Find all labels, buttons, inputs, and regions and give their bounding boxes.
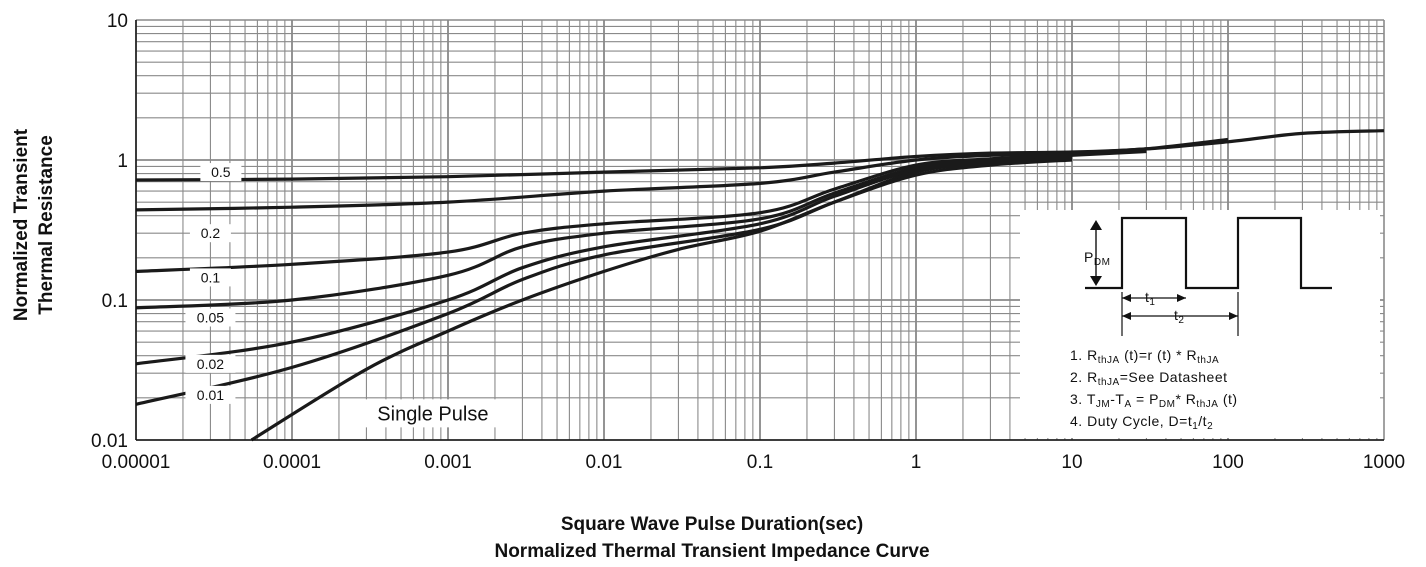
inset-note-text: R xyxy=(1087,347,1098,363)
inset-note-text: R xyxy=(1087,369,1098,385)
inset-note-number: 3. xyxy=(1070,391,1087,407)
inset-note-text: = P xyxy=(1132,391,1159,407)
inset-note-number: 1. xyxy=(1070,347,1087,363)
series-label: 0.2 xyxy=(201,225,221,241)
inset-note-text: * R xyxy=(1175,391,1196,407)
pulse-diagram xyxy=(1085,216,1332,336)
inset-note: 2. RthJA=See Datasheet xyxy=(1070,369,1228,388)
x-tick-label: 0.001 xyxy=(424,452,472,473)
inset-note-text: (t) xyxy=(1218,391,1237,407)
inset-note-subscript: JM xyxy=(1096,399,1110,410)
y-tick-label: 10 xyxy=(107,11,128,32)
t1-label: t1 xyxy=(1145,289,1155,308)
t1-arrow-right xyxy=(1177,294,1186,302)
series-label-bg xyxy=(200,163,242,182)
curve-0.01 xyxy=(135,156,1073,406)
x-tick-label: 10 xyxy=(1061,452,1082,473)
series-label-bg xyxy=(362,399,503,428)
y-tick-label: 0.01 xyxy=(91,431,128,452)
y-tick-label: 0.1 xyxy=(102,291,128,312)
curves xyxy=(135,129,1385,442)
x-tick-label: 0.0001 xyxy=(263,452,321,473)
inset-note-subscript: DM xyxy=(1159,399,1176,410)
inset-note-text: (t)=r (t) * R xyxy=(1120,347,1197,363)
series-label-bg xyxy=(185,385,236,404)
curve-0.05 xyxy=(135,149,1147,310)
tick-labels: 0.00001 0.0001 0.001 0.01 0.1 1 10 100 10000.010… xyxy=(91,11,1405,473)
y-axis-title-line1: Normalized Transient xyxy=(11,128,32,321)
series-label-bg xyxy=(189,268,231,287)
series-label-bg xyxy=(185,308,236,327)
series-labels: 0.5 0.2 0.1 0.05 0.02 0.01 Single Pulse xyxy=(185,163,503,428)
curve-0.2 xyxy=(135,147,1147,212)
t2-arrow-right xyxy=(1229,312,1238,320)
pdm-arrow-head-up xyxy=(1090,220,1102,230)
t2-arrow-left xyxy=(1122,312,1131,320)
series-label: 0.02 xyxy=(197,356,224,372)
axes xyxy=(135,20,1384,441)
series-label: 0.5 xyxy=(211,164,231,180)
inset-note-subscript: thJA xyxy=(1196,399,1218,410)
series-label: 0.1 xyxy=(201,269,221,285)
x-tick-label: 0.01 xyxy=(586,452,623,473)
series-label: Single Pulse xyxy=(377,403,488,425)
inset-note-subscript: thJA xyxy=(1098,377,1120,388)
inset-note-subscript: thJA xyxy=(1098,355,1120,366)
inset-note-text: Duty Cycle, D=t xyxy=(1087,413,1192,429)
series-label: 0.01 xyxy=(197,387,224,403)
t1-arrow-left xyxy=(1122,294,1131,302)
inset-note: 1. RthJA (t)=r (t) * RthJA xyxy=(1070,347,1219,366)
y-tick-label: 1 xyxy=(117,151,128,172)
inset-note: 3. TJM-TA = PDM* RthJA (t) xyxy=(1070,391,1238,410)
curve-0.5 xyxy=(135,129,1385,182)
chart-title: Normalized Thermal Transient Impedance C… xyxy=(494,541,929,562)
series-label-bg xyxy=(185,354,236,373)
y-axis-title-line2: Thermal Resistance xyxy=(36,135,57,315)
pdm-arrow-head-down xyxy=(1090,276,1102,286)
x-tick-label: 100 xyxy=(1212,452,1244,473)
curve-0.02 xyxy=(135,155,1073,366)
inset-note-subscript: A xyxy=(1124,399,1131,410)
x-tick-label: 0.00001 xyxy=(102,452,171,473)
t2-label: t2 xyxy=(1174,307,1184,326)
x-tick-label: 1000 xyxy=(1363,452,1405,473)
series-label: 0.05 xyxy=(197,309,224,325)
inset-note-subscript: 2 xyxy=(1207,421,1213,432)
inset-note-subscript: 1 xyxy=(1192,421,1198,432)
curve-single-pulse xyxy=(250,158,1073,442)
inset-note-text: /t xyxy=(1198,413,1207,429)
x-axis-title: Square Wave Pulse Duration(sec) xyxy=(561,514,863,535)
inset-background xyxy=(1020,210,1380,438)
inset-note-subscript: thJA xyxy=(1197,355,1219,366)
pdm-label: PDM xyxy=(1084,249,1110,268)
inset-note-text: =See Datasheet xyxy=(1120,369,1228,385)
inset-note-text: T xyxy=(1087,391,1096,407)
series-label-bg xyxy=(189,224,231,243)
inset-note-number: 2. xyxy=(1070,369,1087,385)
inset-note-number: 4. xyxy=(1070,413,1087,429)
x-tick-label: 0.1 xyxy=(747,452,773,473)
inset-note: 4. Duty Cycle, D=t1/t2 xyxy=(1070,413,1213,432)
x-tick-label: 1 xyxy=(911,452,922,473)
pulse-waveform xyxy=(1085,216,1332,290)
inset-note-text: -T xyxy=(1110,391,1124,407)
